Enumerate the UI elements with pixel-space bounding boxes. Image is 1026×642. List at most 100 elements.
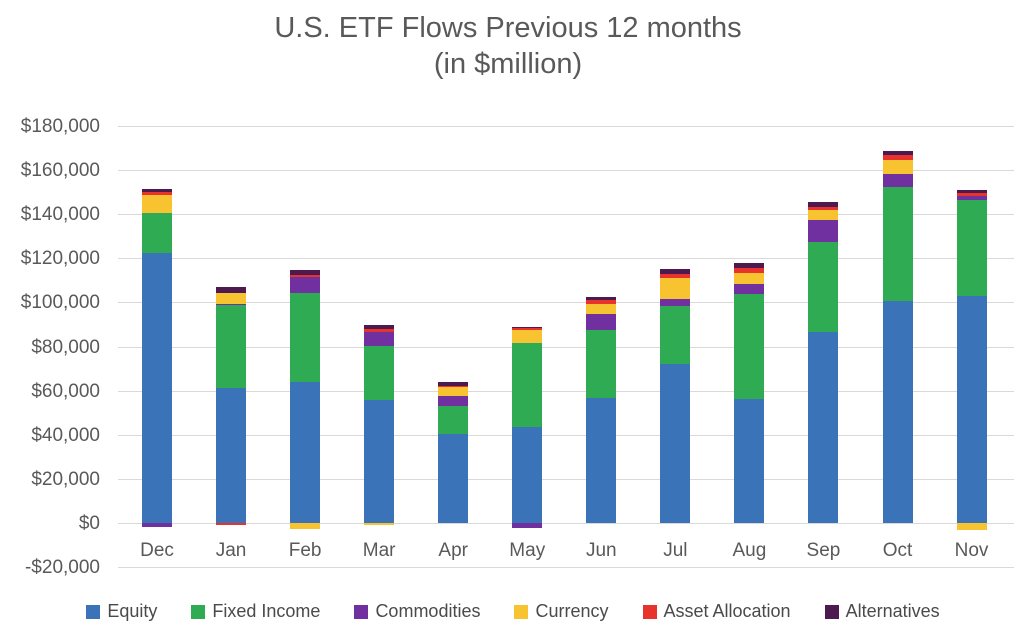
- legend-item-fixed-income: Fixed Income: [191, 601, 320, 622]
- bar-segment-asset-allocation-mar: [364, 329, 395, 333]
- bar-segment-alternatives-nov: [956, 190, 987, 194]
- bar-segment-fixed-income-may: [512, 343, 543, 428]
- bar-segment-alternatives-jun: [586, 296, 617, 301]
- bar-segment-asset-allocation-sep: [808, 206, 839, 210]
- bar-segment-commodities-oct: [882, 174, 913, 188]
- legend-label: Commodities: [375, 601, 481, 621]
- bar-segment-asset-allocation-dec: [142, 192, 172, 195]
- gridline: [118, 434, 1014, 436]
- y-axis-tick-label: $80,000: [31, 336, 100, 358]
- bar-segment-currency-may: [512, 330, 543, 344]
- bar-segment-currency-jun: [586, 303, 617, 315]
- x-axis-label-jun: Jun: [585, 540, 617, 561]
- bar-segment-fixed-income-mar: [364, 346, 395, 400]
- bar-segment-alternatives-sep: [808, 202, 839, 207]
- bar-segment-asset-allocation-feb: [290, 274, 321, 277]
- bar-segment-fixed-income-nov: [956, 199, 987, 296]
- bar-segment-currency-oct: [882, 160, 913, 175]
- bar-segment-equity-jul: [660, 363, 691, 524]
- bar-segment-commodities-jul: [660, 298, 691, 307]
- bar-segment-alternatives-may: [512, 326, 543, 329]
- y-axis-tick-label: -$20,000: [24, 557, 100, 578]
- bar-segment-fixed-income-apr: [438, 405, 469, 435]
- bar-segment-currency-sep: [808, 209, 839, 220]
- legend-item-commodities: Commodities: [354, 601, 480, 622]
- gridline: [118, 258, 1014, 260]
- bar-segment-asset-allocation-jan: [216, 523, 247, 525]
- legend-swatch-icon: [191, 604, 206, 619]
- x-axis-label-may: May: [509, 540, 546, 561]
- bar-segment-currency-jul: [660, 277, 691, 299]
- bar-segment-asset-allocation-jun: [586, 300, 617, 304]
- bar-segment-fixed-income-feb: [290, 293, 321, 382]
- y-axis-tick-label: $160,000: [20, 160, 100, 182]
- bar-segment-fixed-income-jul: [660, 306, 691, 364]
- bar-segment-equity-aug: [734, 399, 765, 524]
- legend-label: Currency: [535, 601, 609, 621]
- legend-swatch-icon: [642, 604, 657, 619]
- bar-segment-commodities-feb: [290, 276, 321, 294]
- bar-segment-alternatives-jul: [660, 268, 691, 275]
- gridline: [118, 214, 1014, 216]
- bar-segment-equity-jun: [586, 398, 617, 524]
- gridline: [118, 302, 1014, 304]
- legend: Equity Fixed Income Commodities Currency Ass…: [0, 601, 1026, 622]
- bar-segment-fixed-income-jun: [586, 330, 617, 399]
- x-axis-label-apr: Apr: [438, 540, 468, 561]
- x-axis-label-oct: Oct: [882, 540, 913, 561]
- bar-segment-currency-apr: [438, 386, 469, 396]
- chart-title-line2: (in $million): [433, 48, 583, 80]
- bar-segment-commodities-jan: [216, 304, 247, 305]
- x-axis-label-mar: Mar: [362, 540, 396, 561]
- bar-segment-alternatives-feb: [290, 270, 321, 275]
- x-axis-label-jul: Jul: [663, 540, 688, 561]
- gridline: [118, 126, 1014, 127]
- bar-segment-equity-nov: [956, 295, 987, 524]
- bar-segment-currency-feb: [290, 523, 321, 529]
- bar-segment-commodities-apr: [438, 395, 469, 406]
- y-axis-tick-label: $0: [78, 512, 100, 534]
- bar-segment-asset-allocation-apr: [438, 385, 469, 387]
- x-axis-label-feb: Feb: [288, 540, 322, 561]
- y-axis-tick-label: $20,000: [31, 468, 100, 490]
- bar-segment-fixed-income-aug: [734, 294, 765, 400]
- legend-label: Equity: [107, 601, 158, 621]
- bar-segment-alternatives-oct: [882, 150, 913, 156]
- y-axis-tick-label: $140,000: [20, 204, 100, 226]
- bar-segment-asset-allocation-may: [512, 328, 543, 330]
- bar-segment-asset-allocation-aug: [734, 268, 765, 273]
- bar-segment-commodities-may: [512, 523, 543, 528]
- bar-segment-currency-dec: [142, 194, 172, 213]
- bar-segment-alternatives-mar: [364, 324, 395, 330]
- x-axis-label-aug: Aug: [732, 540, 767, 561]
- bar-segment-currency-aug: [734, 272, 765, 284]
- bar-segment-equity-sep: [808, 331, 839, 524]
- legend-item-alternatives: Alternatives: [824, 601, 940, 622]
- bar-segment-currency-nov: [956, 523, 987, 530]
- bar-segment-equity-mar: [364, 399, 395, 524]
- gridline: [118, 567, 1014, 568]
- gridline: [118, 390, 1014, 392]
- x-axis-label-dec: Dec: [140, 540, 174, 561]
- y-axis-tick-label: $40,000: [31, 424, 100, 446]
- gridline: [118, 522, 1014, 524]
- legend-label: Fixed Income: [212, 601, 321, 621]
- bar-segment-equity-jan: [216, 388, 247, 524]
- bar-segment-equity-feb: [290, 381, 321, 524]
- legend-item-currency: Currency: [514, 601, 609, 622]
- bar-segment-currency-jan: [216, 292, 247, 304]
- x-axis-label-jan: Jan: [215, 540, 247, 561]
- bar-segment-currency-mar: [364, 523, 395, 525]
- legend-swatch-icon: [86, 604, 101, 619]
- legend-swatch-icon: [514, 604, 529, 619]
- bar-segment-asset-allocation-jul: [660, 274, 691, 278]
- bar-segment-asset-allocation-oct: [882, 155, 913, 160]
- bar-segment-commodities-dec: [142, 523, 172, 528]
- bar-segment-commodities-nov: [956, 196, 987, 200]
- x-axis-label-nov: Nov: [954, 540, 989, 561]
- legend-swatch-icon: [824, 604, 839, 619]
- bar-segment-equity-oct: [882, 300, 913, 524]
- y-axis-tick-label: $180,000: [20, 116, 100, 137]
- bar-segment-alternatives-apr: [438, 382, 469, 386]
- gridline: [118, 346, 1014, 348]
